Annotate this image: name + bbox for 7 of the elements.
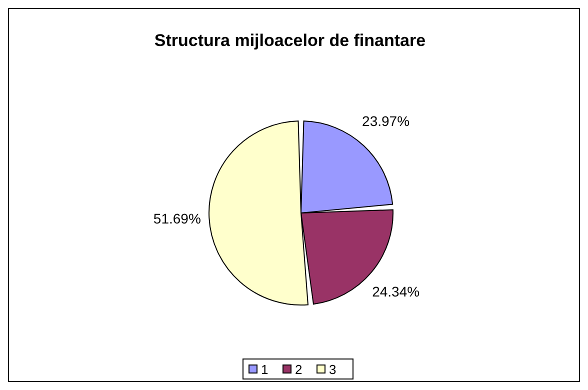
chart-title: Structura mijloacelor de finantare	[154, 31, 426, 50]
legend-label: 3	[329, 362, 336, 377]
data-label: 51.69%	[153, 210, 201, 226]
data-label: 24.34%	[372, 284, 420, 300]
data-label: 23.97%	[362, 113, 410, 130]
legend-label: 2	[295, 362, 302, 377]
legend-label: 1	[261, 362, 268, 377]
